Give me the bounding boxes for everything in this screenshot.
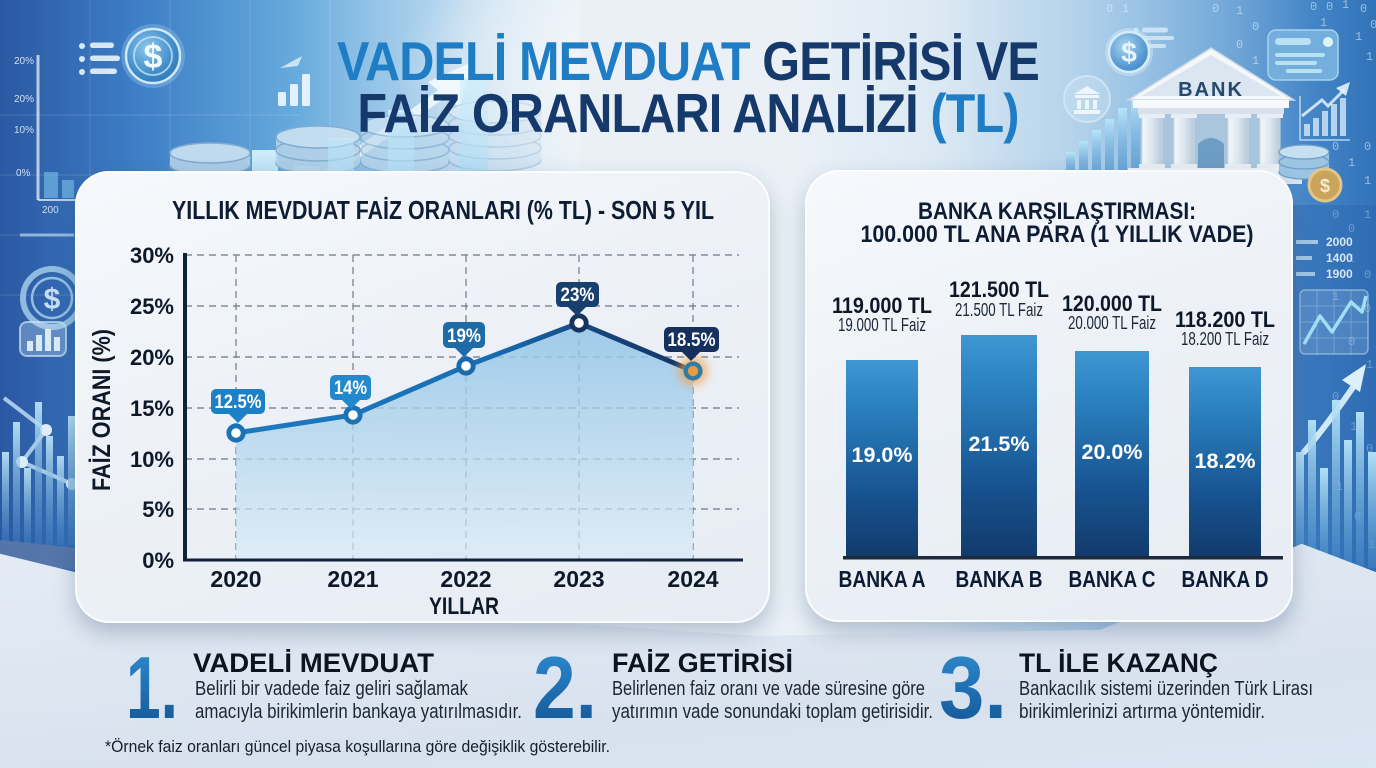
svg-text:19%: 19%	[447, 325, 481, 347]
svg-text:$: $	[44, 283, 61, 316]
svg-text:18.200 TL Faiz: 18.200 TL Faiz	[1181, 329, 1269, 349]
svg-text:20%: 20%	[130, 345, 174, 370]
svg-text:2022: 2022	[440, 566, 491, 592]
svg-text:1900: 1900	[1326, 267, 1353, 281]
svg-text:20.0%: 20.0%	[1082, 440, 1143, 464]
svg-text:0: 0	[1360, 2, 1367, 16]
svg-text:2.: 2.	[533, 638, 597, 737]
svg-text:21.500 TL Faiz: 21.500 TL Faiz	[955, 300, 1043, 320]
svg-text:0: 0	[1106, 2, 1113, 16]
svg-text:20.000 TL Faiz: 20.000 TL Faiz	[1068, 313, 1156, 333]
svg-text:23%: 23%	[561, 284, 595, 306]
svg-text:0%: 0%	[16, 168, 31, 179]
svg-text:YILLAR: YILLAR	[429, 593, 499, 620]
svg-text:0: 0	[1332, 140, 1339, 154]
svg-text:1: 1	[1348, 156, 1355, 170]
svg-text:0: 0	[1252, 20, 1259, 34]
svg-text:0: 0	[1348, 222, 1355, 236]
svg-text:0%: 0%	[142, 548, 174, 573]
svg-text:BANK: BANK	[1178, 79, 1244, 101]
svg-text:$: $	[144, 38, 163, 76]
svg-text:18.2%: 18.2%	[1195, 449, 1256, 473]
svg-text:1.: 1.	[126, 638, 178, 737]
svg-text:BANKA B: BANKA B	[956, 566, 1043, 592]
svg-text:1: 1	[1122, 2, 1129, 16]
svg-text:20%: 20%	[14, 56, 34, 67]
svg-text:0: 0	[1348, 335, 1355, 349]
svg-text:20%: 20%	[14, 94, 34, 105]
svg-text:1: 1	[1332, 290, 1339, 304]
svg-text:0: 0	[1370, 18, 1376, 32]
svg-text:1: 1	[1366, 50, 1373, 64]
svg-text:YILLIK MEVDUAT FAİZ ORANLARI (: YILLIK MEVDUAT FAİZ ORANLARI (% TL) - SO…	[172, 195, 714, 225]
svg-text:0: 0	[1236, 38, 1243, 52]
svg-text:1: 1	[1320, 16, 1327, 30]
svg-text:BANKA KARŞILAŞTIRMASI:: BANKA KARŞILAŞTIRMASI:	[918, 198, 1196, 225]
svg-text:10%: 10%	[130, 447, 174, 472]
svg-text:BANKA A: BANKA A	[839, 566, 926, 592]
svg-text:birikimlerinizi artırma yöntem: birikimlerinizi artırma yöntemidir.	[1019, 701, 1265, 723]
svg-text:25%: 25%	[130, 294, 174, 319]
svg-text:0: 0	[1332, 208, 1339, 222]
svg-text:$: $	[1121, 37, 1137, 68]
svg-text:121.500 TL: 121.500 TL	[949, 277, 1049, 302]
svg-text:1: 1	[1342, 0, 1349, 12]
svg-text:amacıyla birikimlerin bankaya: amacıyla birikimlerin bankaya yatırılmas…	[195, 701, 522, 723]
svg-text:0: 0	[1326, 0, 1333, 14]
svg-text:FAİZ GETİRİSİ: FAİZ GETİRİSİ	[612, 648, 793, 678]
svg-text:2000: 2000	[1326, 235, 1353, 249]
svg-text:118.200 TL: 118.200 TL	[1175, 307, 1275, 332]
svg-text:0: 0	[1310, 0, 1317, 14]
svg-text:BANKA D: BANKA D	[1182, 566, 1269, 592]
svg-text:200: 200	[42, 205, 59, 216]
svg-text:30%: 30%	[130, 243, 174, 268]
svg-text:1: 1	[1364, 174, 1371, 188]
svg-text:10%: 10%	[14, 125, 34, 136]
svg-text:21.5%: 21.5%	[969, 432, 1030, 456]
svg-text:0: 0	[1364, 268, 1371, 282]
svg-text:14%: 14%	[334, 377, 367, 399]
svg-text:0: 0	[1366, 442, 1373, 456]
svg-text:2023: 2023	[553, 566, 604, 592]
svg-text:120.000 TL: 120.000 TL	[1062, 291, 1162, 316]
svg-text:TL İLE KAZANÇ: TL İLE KAZANÇ	[1019, 648, 1218, 678]
svg-text:0: 0	[1332, 390, 1339, 404]
svg-text:0: 0	[1364, 140, 1371, 154]
svg-text:15%: 15%	[130, 396, 174, 421]
svg-text:VADELİ MEVDUAT: VADELİ MEVDUAT	[193, 648, 435, 678]
svg-text:1: 1	[1350, 420, 1357, 434]
svg-text:1: 1	[1348, 252, 1355, 266]
svg-text:Bankacılık sistemi üzerinden T: Bankacılık sistemi üzerinden Türk Lirası	[1019, 678, 1313, 700]
svg-text:0: 0	[1212, 2, 1219, 16]
svg-text:3.: 3.	[939, 638, 1007, 737]
svg-text:$: $	[1320, 176, 1330, 196]
svg-text:1: 1	[1364, 208, 1371, 222]
svg-text:Belirlenen faiz oranı ve vade: Belirlenen faiz oranı ve vade süresine g…	[612, 678, 925, 700]
svg-text:19.000 TL Faiz: 19.000 TL Faiz	[838, 315, 926, 335]
svg-text:2021: 2021	[327, 566, 378, 592]
svg-text:19.0%: 19.0%	[852, 443, 913, 467]
svg-text:100.000 TL ANA PARA (1 YILLIK: 100.000 TL ANA PARA (1 YILLIK VADE)	[861, 221, 1254, 248]
svg-text:FAİZ ORANI (%): FAİZ ORANI (%)	[88, 329, 116, 491]
svg-text:1400: 1400	[1326, 251, 1353, 265]
svg-text:yatırımın vade sonundaki topla: yatırımın vade sonundaki toplam getirisi…	[612, 701, 933, 723]
svg-text:Belirli bir vadede faiz geliri: Belirli bir vadede faiz geliri sağlamak	[195, 678, 469, 700]
svg-text:1: 1	[1236, 4, 1243, 18]
svg-text:18.5%: 18.5%	[668, 329, 716, 351]
svg-text:12.5%: 12.5%	[215, 391, 262, 413]
svg-text:2020: 2020	[210, 566, 261, 592]
svg-text:119.000 TL: 119.000 TL	[832, 293, 932, 318]
svg-text:1: 1	[1355, 30, 1362, 44]
svg-text:BANKA C: BANKA C	[1069, 566, 1156, 592]
svg-text:1: 1	[1366, 358, 1373, 372]
svg-text:*Örnek faiz oranları güncel pi: *Örnek faiz oranları güncel piyasa koşul…	[105, 738, 610, 756]
svg-text:1: 1	[1252, 54, 1259, 68]
svg-text:2024: 2024	[667, 566, 718, 592]
svg-text:5%: 5%	[142, 497, 174, 522]
